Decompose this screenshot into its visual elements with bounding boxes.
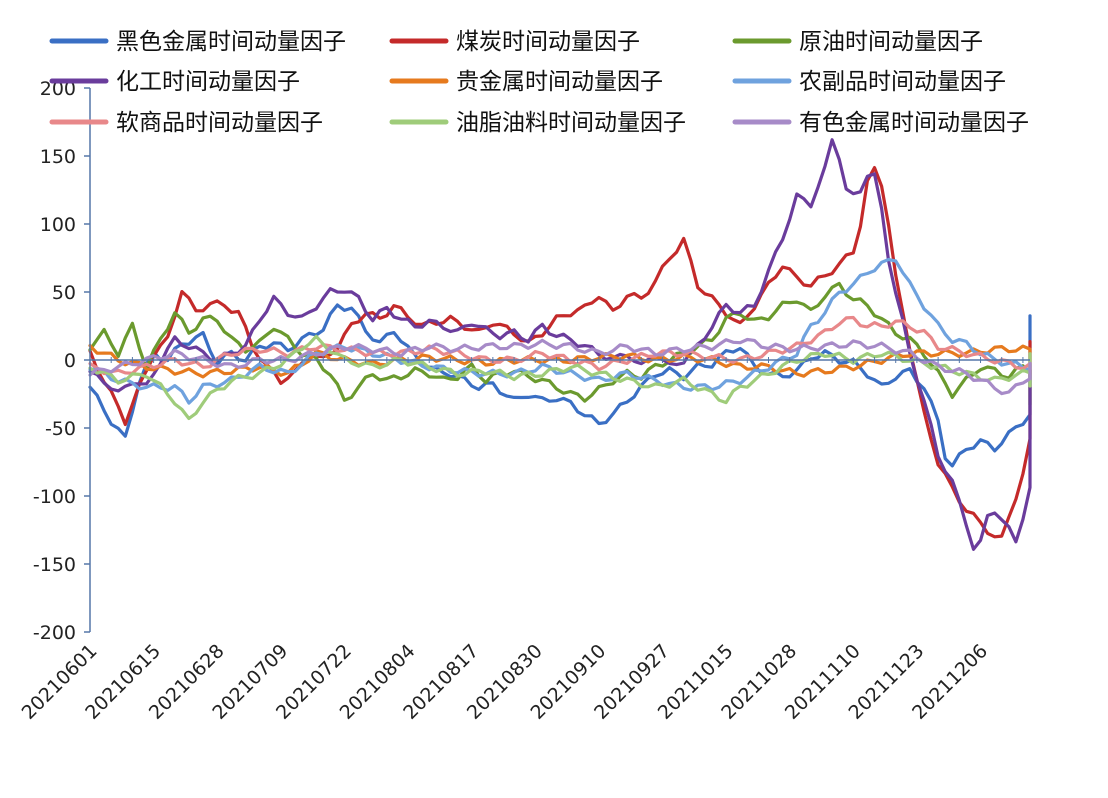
y-tick-label: -150 [33,554,76,576]
x-axis: 2021060120210615202106282021070920210722… [18,357,1024,724]
y-tick-label: 100 [40,214,76,236]
series-line-3 [88,281,1032,407]
series-line-4 [88,138,1032,551]
legend-label: 煤炭时间动量因子 [456,29,640,55]
series-line-1 [88,303,1032,468]
legend-label: 油脂油料时间动量因子 [456,110,686,136]
legend-label: 软商品时间动量因子 [116,110,323,136]
y-tick-label: 0 [64,350,76,372]
legend-label: 黑色金属时间动量因子 [116,29,346,55]
y-tick-label: 50 [52,282,76,304]
y-tick-label: -50 [45,418,76,440]
y-tick-label: -200 [33,622,76,644]
y-tick-label: -100 [33,486,76,508]
y-tick-label: 150 [40,146,76,168]
series-line-6 [88,257,1032,405]
series-line-7 [88,315,1032,382]
legend-label: 原油时间动量因子 [799,29,983,55]
series-line-9 [88,337,1032,396]
legend-label: 有色金属时间动量因子 [799,110,1029,136]
plot-lines [88,138,1032,551]
legend-label: 化工时间动量因子 [116,69,300,95]
legend-label: 贵金属时间动量因子 [456,69,663,95]
series-line-8 [88,334,1032,421]
legend-label: 农副品时间动量因子 [799,69,1006,95]
